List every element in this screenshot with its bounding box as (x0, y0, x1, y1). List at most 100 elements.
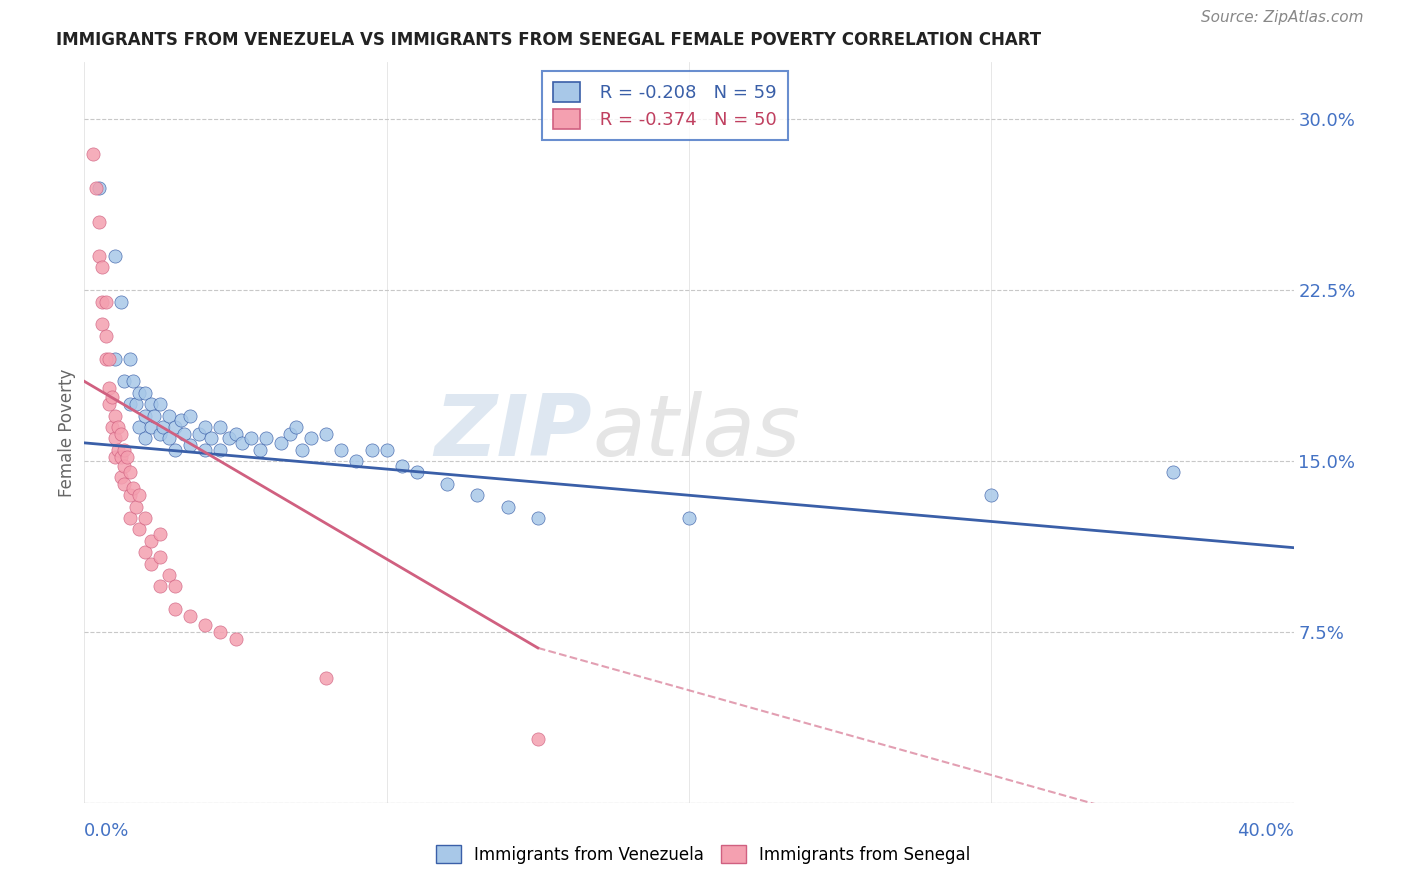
Point (209, 442, 232, 457)
Point (128, 523, 150, 537)
Point (134, 385, 156, 400)
Point (112, 476, 135, 491)
Point (134, 511, 156, 525)
Point (200, 431, 222, 445)
Point (188, 426, 211, 441)
Point (467, 488, 489, 502)
Point (152, 420, 174, 434)
Point (82, 146, 104, 161)
Point (436, 476, 458, 491)
Legend: Immigrants from Venezuela, Immigrants from Senegal: Immigrants from Venezuela, Immigrants fr… (429, 838, 977, 871)
Point (104, 450, 127, 464)
Point (225, 426, 247, 441)
Point (346, 454, 368, 468)
Point (118, 488, 141, 502)
Point (239, 431, 262, 445)
Point (496, 500, 519, 514)
Point (110, 470, 132, 484)
Point (149, 397, 172, 411)
Point (139, 420, 162, 434)
Point (218, 431, 240, 445)
Point (128, 385, 150, 400)
Point (86, 180, 108, 194)
Point (97, 397, 120, 411)
Point (128, 488, 150, 502)
Point (173, 426, 195, 441)
Y-axis label: Female Poverty: Female Poverty (58, 368, 76, 497)
Point (270, 435, 292, 450)
Point (157, 568, 180, 582)
Point (194, 442, 217, 457)
Point (299, 431, 322, 445)
Point (115, 450, 138, 464)
Point (134, 545, 156, 559)
Point (121, 482, 143, 496)
Point (89, 215, 111, 229)
Point (360, 442, 382, 457)
Point (149, 549, 172, 564)
Point (149, 426, 172, 441)
Point (194, 618, 217, 632)
Point (139, 533, 162, 548)
Point (104, 409, 127, 423)
Point (91, 260, 114, 275)
Point (110, 426, 132, 441)
Point (91, 294, 114, 309)
Point (291, 442, 314, 457)
Point (104, 351, 127, 366)
Point (139, 557, 162, 571)
Legend:  R = -0.208   N = 59,  R = -0.374   N = 50: R = -0.208 N = 59, R = -0.374 N = 50 (541, 71, 787, 140)
Point (142, 409, 165, 423)
Point (249, 442, 271, 457)
Point (112, 375, 135, 389)
Point (157, 431, 180, 445)
Point (91, 318, 114, 332)
Point (149, 579, 172, 593)
Point (315, 426, 337, 441)
Point (118, 466, 141, 480)
Point (1161, 466, 1184, 480)
Point (678, 511, 700, 525)
Point (118, 351, 141, 366)
Point (110, 450, 132, 464)
Point (406, 466, 429, 480)
Point (165, 420, 187, 434)
Point (980, 488, 1002, 502)
Text: 40.0%: 40.0% (1237, 822, 1294, 840)
Text: Source: ZipAtlas.com: Source: ZipAtlas.com (1201, 11, 1364, 25)
Point (225, 632, 247, 646)
Point (527, 511, 550, 525)
Point (104, 249, 127, 263)
Point (209, 624, 232, 639)
Point (97, 381, 120, 395)
Point (89, 249, 111, 263)
Point (104, 431, 127, 445)
Point (179, 609, 201, 624)
Point (107, 442, 129, 457)
Point (285, 420, 308, 434)
Point (375, 442, 398, 457)
Point (149, 527, 172, 541)
Point (278, 426, 301, 441)
Point (112, 458, 135, 473)
Point (94, 351, 117, 366)
Point (254, 431, 277, 445)
Point (100, 390, 122, 404)
Point (89, 180, 111, 194)
Point (179, 409, 201, 423)
Point (165, 602, 187, 616)
Point (194, 420, 217, 434)
Point (121, 375, 143, 389)
Text: 0.0%: 0.0% (84, 822, 129, 840)
Point (94, 294, 117, 309)
Point (118, 397, 141, 411)
Point (315, 671, 337, 685)
Point (527, 731, 550, 746)
Point (134, 409, 156, 423)
Point (97, 351, 120, 366)
Text: IMMIGRANTS FROM VENEZUELA VS IMMIGRANTS FROM SENEGAL FEMALE POVERTY CORRELATION : IMMIGRANTS FROM VENEZUELA VS IMMIGRANTS … (56, 31, 1042, 49)
Text: atlas: atlas (592, 391, 800, 475)
Point (125, 397, 148, 411)
Point (157, 409, 180, 423)
Point (179, 438, 201, 452)
